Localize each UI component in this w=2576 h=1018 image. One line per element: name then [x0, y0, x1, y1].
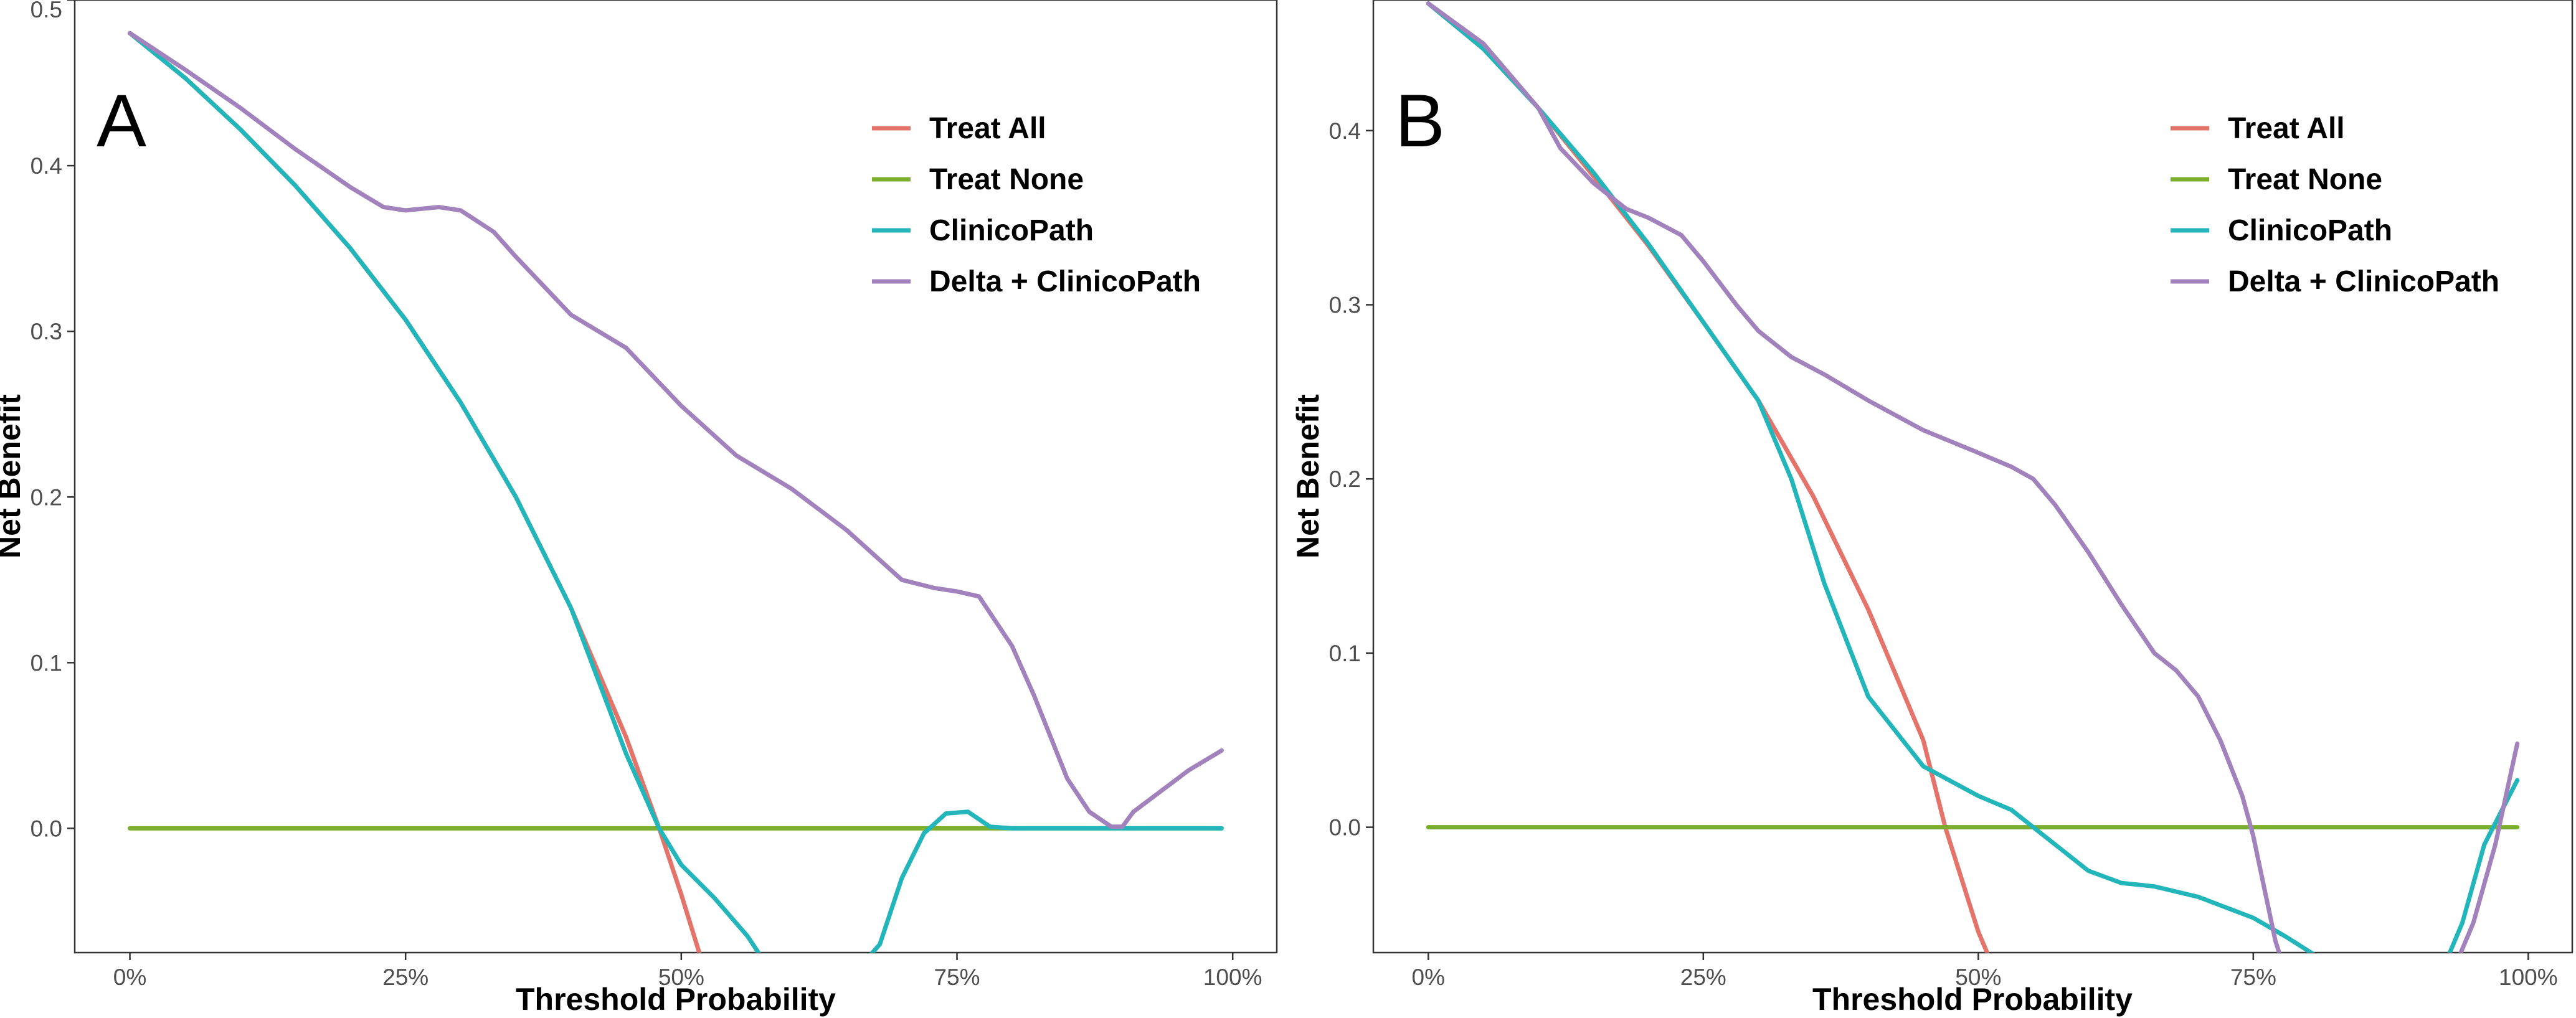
panel-b-y-tick-label: 0.3 [1329, 292, 1361, 318]
panel-b-legend: Treat All Treat None ClinicoPath Delta +… [2171, 112, 2499, 298]
panel-b-legend-label-clinicopath: ClinicoPath [2228, 214, 2392, 247]
panel-b-plot-area [1372, 0, 2574, 954]
panel-a-y-tick-label: 0.1 [31, 650, 62, 676]
panel-a-legend-label-treat-all: Treat All [929, 112, 1046, 145]
panel-a-y-tick-label: 0.4 [31, 153, 62, 179]
panel-b: 0% 25% 50% 75% 100% 0.0 0.1 0.2 0.3 0.4 B Thresh… [1290, 0, 2574, 1017]
panel-a-legend: Treat All Treat None ClinicoPath Delta +… [872, 112, 1201, 298]
panel-b-y-tick-label: 0.1 [1329, 641, 1361, 666]
panel-a-y-tick-label: 0.2 [31, 484, 62, 510]
panel-b-y-axis: 0.0 0.1 0.2 0.3 0.4 [1329, 118, 1373, 841]
panel-b-x-tick-label: 25% [1680, 964, 1726, 990]
panel-a-series [128, 31, 1224, 953]
panel-b-y-axis-title: Net Benefit [1290, 394, 1325, 558]
panel-a-x-tick-label: 25% [382, 964, 429, 990]
panel-a-line-delta-clinicopath [128, 31, 1224, 829]
panel-b-x-axis: 0% 25% 50% 75% 100% [1412, 953, 2558, 990]
panel-b-x-tick-label: 100% [2499, 964, 2558, 990]
panel-a-x-axis-title: Threshold Probability [516, 982, 836, 1017]
panel-a-legend-label-clinicopath: ClinicoPath [929, 214, 1094, 247]
panel-a-y-tick-label: 0.5 [31, 0, 62, 22]
panel-a-legend-label-delta-clinicopath: Delta + ClinicoPath [929, 265, 1201, 298]
panel-a-x-tick-label: 0% [113, 964, 146, 990]
panel-a-line-clinicopath [128, 31, 1224, 953]
panel-a-y-tick-label: 0.3 [31, 319, 62, 344]
panel-b-line-clinicopath [1426, 1, 2520, 953]
panel-b-legend-label-treat-all: Treat All [2228, 112, 2345, 145]
panel-a-x-axis: 0% 25% 50% 75% 100% [113, 953, 1262, 990]
panel-b-y-tick-label: 0.2 [1329, 466, 1361, 492]
panel-a-y-axis-title: Net Benefit [0, 394, 27, 558]
panel-b-y-tick-label: 0.4 [1329, 118, 1361, 144]
panel-b-legend-label-delta-clinicopath: Delta + ClinicoPath [2228, 265, 2499, 298]
panel-a-y-tick-label: 0.0 [31, 816, 62, 841]
panel-a-x-tick-label: 100% [1203, 964, 1262, 990]
panel-b-x-axis-title: Threshold Probability [1812, 982, 2133, 1017]
panel-b-legend-label-treat-none: Treat None [2228, 163, 2382, 196]
panel-a-x-tick-label: 50% [658, 964, 704, 990]
panel-b-x-tick-label: 0% [1412, 964, 1445, 990]
panel-a-y-axis: 0.0 0.1 0.2 0.3 0.4 0.5 [31, 0, 75, 841]
panel-b-y-tick-label: 0.0 [1329, 815, 1361, 841]
panel-b-x-tick-label: 50% [1955, 964, 2001, 990]
panel-b-letter: B [1395, 79, 1445, 163]
panel-b-series [1426, 1, 2520, 953]
panel-a-letter: A [97, 79, 146, 163]
panel-a-legend-label-treat-none: Treat None [929, 163, 1084, 196]
panel-b-x-tick-label: 75% [2230, 964, 2276, 990]
panel-a: 0% 25% 50% 75% 100% 0.0 0.1 0.2 0.3 0.4 0.5 A Thr… [0, 0, 1278, 1017]
panel-a-x-tick-label: 75% [934, 964, 980, 990]
panel-b-line-delta-clinicopath [1426, 1, 2520, 953]
